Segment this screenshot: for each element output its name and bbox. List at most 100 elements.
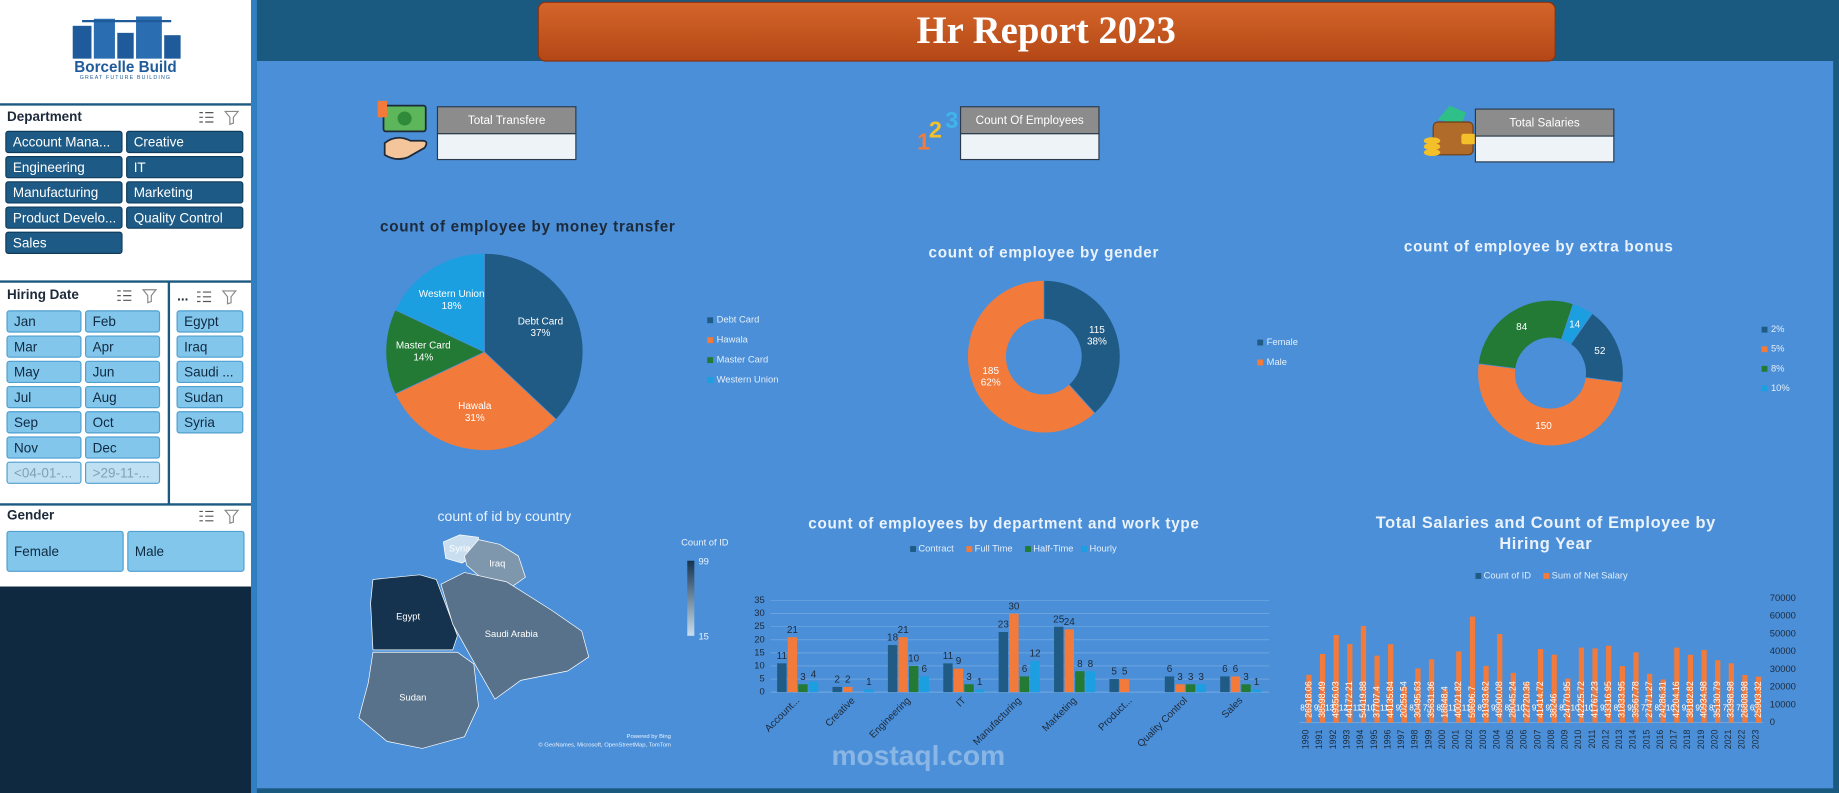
slicer-button-bg[interactable] <box>6 530 124 572</box>
slicer-button[interactable]: Sales <box>5 231 123 254</box>
slicer-item[interactable]: May <box>14 365 40 380</box>
slicer-item[interactable]: Saudi ... <box>184 365 233 380</box>
slicer-button[interactable]: Manufacturing <box>5 181 123 204</box>
multi-select-icon[interactable] <box>117 290 132 301</box>
slicer-item[interactable]: Sales <box>13 236 47 251</box>
slicer-item[interactable]: Aug <box>93 390 117 405</box>
slicer-item[interactable]: Feb <box>93 314 116 329</box>
slicer-title: ... <box>177 288 188 303</box>
slicer-button[interactable]: Mar <box>6 335 82 358</box>
slicer-item[interactable]: Jun <box>93 365 115 380</box>
slicer-button[interactable]: Marketing <box>126 181 244 204</box>
slicer-item[interactable]: Product Develo... <box>13 210 116 225</box>
slicer-item[interactable]: IT <box>134 160 146 175</box>
slicer-button-bg[interactable] <box>5 206 123 229</box>
slicer-button-bg[interactable] <box>85 335 161 358</box>
slicer-button-bg[interactable] <box>5 130 123 154</box>
slicer-item[interactable]: Marketing <box>134 185 193 200</box>
slicer-button-bg[interactable] <box>85 310 161 333</box>
slicer-item[interactable]: Mar <box>14 339 38 354</box>
slicer-button[interactable]: Jun <box>85 360 161 384</box>
slicer-button[interactable]: Nov <box>6 436 82 459</box>
slicer-button-bg[interactable] <box>5 156 123 179</box>
slicer-button-bg[interactable] <box>126 206 244 229</box>
slicer-button-bg[interactable] <box>5 231 123 254</box>
slicer-button-bg[interactable] <box>176 360 244 384</box>
slicer-button-bg[interactable] <box>6 385 82 409</box>
slicer-button[interactable]: Aug <box>85 385 161 409</box>
slicer-button-bg[interactable] <box>85 411 161 434</box>
slicer-button-bg[interactable] <box>6 360 82 384</box>
slicer-item[interactable]: Manufacturing <box>13 185 98 200</box>
slicer-button-bg[interactable] <box>6 411 82 434</box>
slicer-item[interactable]: <04-01-... <box>14 465 72 480</box>
slicer-button[interactable]: Female <box>6 530 124 572</box>
slicer-button[interactable]: Feb <box>85 310 161 333</box>
multi-select-icon[interactable] <box>197 291 212 303</box>
slicer-button-bg[interactable] <box>85 385 161 409</box>
slicer-button[interactable]: Apr <box>85 335 161 358</box>
multi-select-icon[interactable] <box>199 510 214 522</box>
slicer-button[interactable]: May <box>6 360 82 384</box>
slicer-button-bg[interactable] <box>176 335 244 358</box>
clear-filter-icon[interactable] <box>223 110 240 126</box>
slicer-button-bg[interactable] <box>176 411 244 434</box>
slicer-button[interactable]: Sep <box>6 411 82 434</box>
slicer-button-bg[interactable] <box>176 310 244 333</box>
slicer-button[interactable]: Dec <box>85 436 161 459</box>
slicer-button[interactable]: Jul <box>6 385 82 409</box>
multi-select-icon[interactable] <box>199 112 214 123</box>
slicer-button[interactable]: IT <box>126 156 244 179</box>
slicer-item[interactable]: Account Mana... <box>13 135 110 150</box>
slicer-button[interactable]: Quality Control <box>126 206 244 229</box>
slicer-button[interactable]: Syria <box>176 411 244 434</box>
slicer-button-bg[interactable] <box>6 310 82 333</box>
slicer-item[interactable]: Oct <box>93 415 114 430</box>
slicer-button-bg[interactable] <box>127 530 245 572</box>
slicer-button[interactable]: Egypt <box>176 310 244 333</box>
slicer-button-bg[interactable] <box>6 335 82 358</box>
slicer-item[interactable]: Sudan <box>184 390 223 405</box>
slicer-item[interactable]: Quality Control <box>134 210 223 225</box>
clear-filter-icon[interactable] <box>141 289 158 304</box>
clear-filter-icon[interactable] <box>223 509 240 525</box>
slicer-button[interactable]: Product Develo... <box>5 206 123 229</box>
slicer-button[interactable]: Saudi ... <box>176 360 244 384</box>
slicer-button[interactable]: Sudan <box>176 385 244 409</box>
slicer-item[interactable]: Creative <box>134 135 184 150</box>
slicer-button-bg[interactable] <box>126 156 244 179</box>
slicer-item[interactable]: Female <box>14 544 59 559</box>
slicer-item[interactable]: Iraq <box>184 339 207 354</box>
slicer-item[interactable]: Syria <box>184 415 215 430</box>
slicer-button[interactable]: Male <box>127 530 245 572</box>
slicer-item[interactable]: Dec <box>93 440 117 455</box>
slicer-button-bg[interactable] <box>85 436 161 459</box>
slicer-button[interactable]: >29-11-... <box>85 461 161 484</box>
slicer-item[interactable]: Engineering <box>13 160 85 175</box>
slicer-item[interactable]: Jan <box>14 314 36 329</box>
slicer-button[interactable]: Account Mana... <box>5 130 123 154</box>
slicer-item[interactable]: >29-11-... <box>93 465 150 480</box>
slicer-button-bg[interactable] <box>85 461 161 484</box>
slicer-item[interactable]: Apr <box>93 339 114 354</box>
slicer-button-bg[interactable] <box>176 385 244 409</box>
slicer-button-bg[interactable] <box>85 360 161 384</box>
slicer-button-bg[interactable] <box>5 181 123 204</box>
slicer-item[interactable]: Jul <box>14 390 31 405</box>
slicer-item[interactable]: Egypt <box>184 314 219 329</box>
slicer-button[interactable]: Creative <box>126 130 244 154</box>
slicer-button[interactable]: Oct <box>85 411 161 434</box>
slicer-button[interactable]: <04-01-... <box>6 461 82 484</box>
slicer-button-bg[interactable] <box>126 181 244 204</box>
slicer-item[interactable]: Nov <box>14 440 38 455</box>
slicer-item[interactable]: Sep <box>14 415 38 430</box>
x-tick-label: 2000 <box>1437 730 1447 750</box>
slicer-button[interactable]: Iraq <box>176 335 244 358</box>
slicer-button-bg[interactable] <box>6 436 82 459</box>
slicer-button[interactable]: Engineering <box>5 156 123 179</box>
clear-filter-icon[interactable] <box>221 290 237 305</box>
slicer-button[interactable]: Jan <box>6 310 82 333</box>
slicer-button-bg[interactable] <box>6 461 82 484</box>
slicer-item[interactable]: Male <box>135 544 164 559</box>
slicer-button-bg[interactable] <box>126 130 244 154</box>
